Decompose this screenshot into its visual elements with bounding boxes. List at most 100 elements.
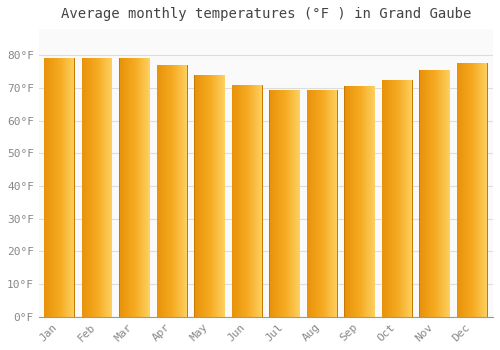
Bar [319, 90, 320, 317]
Bar [209, 75, 210, 317]
Bar [487, 63, 488, 317]
Bar [210, 75, 211, 317]
Bar [60, 58, 61, 317]
Bar [430, 70, 431, 317]
Bar [139, 58, 140, 317]
Bar [205, 75, 206, 317]
Bar [110, 58, 111, 317]
Bar [170, 65, 172, 317]
Bar [248, 85, 250, 317]
Bar [421, 70, 422, 317]
Bar [431, 70, 432, 317]
Bar [286, 90, 287, 317]
Bar [64, 58, 65, 317]
Bar [392, 80, 394, 317]
Bar [360, 86, 362, 317]
Bar [120, 58, 122, 317]
Bar [428, 70, 430, 317]
Bar [312, 90, 313, 317]
Bar [132, 58, 133, 317]
Bar [332, 90, 333, 317]
Bar [370, 86, 372, 317]
Bar [309, 90, 310, 317]
Bar [129, 58, 130, 317]
Bar [173, 65, 174, 317]
Bar [82, 58, 83, 317]
Bar [234, 85, 235, 317]
Bar [441, 70, 442, 317]
Bar [334, 90, 336, 317]
Bar [237, 85, 238, 317]
Bar [219, 75, 220, 317]
Bar [372, 86, 373, 317]
Bar [55, 58, 56, 317]
Bar [402, 80, 403, 317]
Bar [165, 65, 166, 317]
Bar [211, 75, 212, 317]
Bar [314, 90, 316, 317]
Bar [108, 58, 110, 317]
Bar [156, 65, 158, 317]
Bar [291, 90, 292, 317]
Bar [222, 75, 223, 317]
Bar [355, 86, 356, 317]
Bar [288, 90, 290, 317]
Bar [240, 85, 241, 317]
Bar [317, 90, 318, 317]
Bar [391, 80, 392, 317]
Bar [94, 58, 96, 317]
Bar [478, 63, 480, 317]
Bar [194, 75, 195, 317]
Bar [457, 63, 458, 317]
Bar [329, 90, 330, 317]
Bar [215, 75, 216, 317]
Bar [369, 86, 370, 317]
Bar [143, 58, 144, 317]
Bar [91, 58, 92, 317]
Bar [93, 58, 94, 317]
Bar [476, 63, 477, 317]
Bar [392, 80, 393, 317]
Bar [382, 80, 383, 317]
Bar [44, 58, 45, 317]
Bar [461, 63, 462, 317]
Bar [238, 85, 239, 317]
Bar [247, 85, 248, 317]
Bar [74, 58, 75, 317]
Bar [330, 90, 332, 317]
Bar [106, 58, 107, 317]
Bar [198, 75, 199, 317]
Bar [428, 70, 429, 317]
Bar [245, 85, 246, 317]
Bar [176, 65, 177, 317]
Bar [72, 58, 74, 317]
Bar [51, 58, 52, 317]
Bar [348, 86, 349, 317]
Bar [124, 58, 126, 317]
Bar [398, 80, 399, 317]
Bar [404, 80, 405, 317]
Bar [467, 63, 468, 317]
Bar [204, 75, 205, 317]
Bar [232, 85, 234, 317]
Bar [169, 65, 170, 317]
Bar [366, 86, 367, 317]
Bar [66, 58, 67, 317]
Bar [130, 58, 132, 317]
Bar [280, 90, 281, 317]
Bar [244, 85, 245, 317]
Bar [359, 86, 360, 317]
Bar [46, 58, 47, 317]
Bar [48, 58, 50, 317]
Bar [356, 86, 358, 317]
Bar [471, 63, 472, 317]
Bar [448, 70, 449, 317]
Bar [474, 63, 476, 317]
Bar [201, 75, 202, 317]
Bar [251, 85, 252, 317]
Bar [148, 58, 149, 317]
Bar [271, 90, 272, 317]
Bar [128, 58, 129, 317]
Bar [464, 63, 466, 317]
Bar [57, 58, 58, 317]
